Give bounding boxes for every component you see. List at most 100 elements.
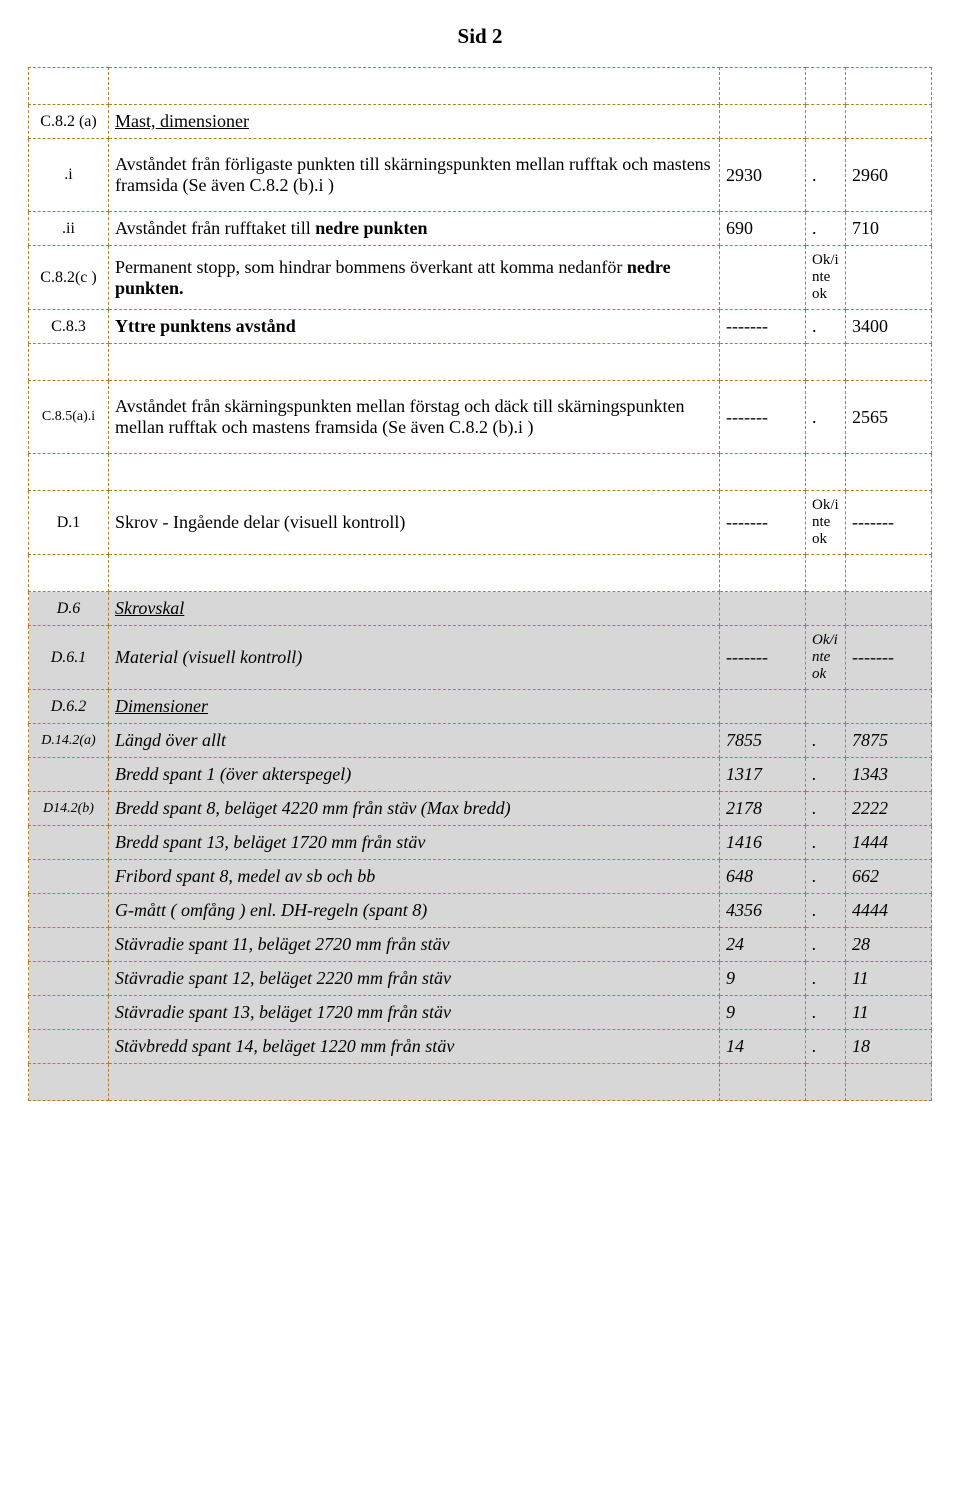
value-cell: 1444 <box>846 826 932 860</box>
desc-cell: Skrov - Ingående delar (visuell kontroll… <box>109 491 720 555</box>
table-row: Stävbredd spant 14, beläget 1220 mm från… <box>29 1030 932 1064</box>
ref-cell <box>29 826 109 860</box>
value-cell: . <box>806 381 846 454</box>
value-cell: 7875 <box>846 724 932 758</box>
spacer-row <box>29 1064 932 1101</box>
desc-text: Permanent stopp, som hindrar bommens öve… <box>115 257 627 277</box>
desc-cell: Yttre punktens avstånd <box>109 310 720 344</box>
table-row: D.1 Skrov - Ingående delar (visuell kont… <box>29 491 932 555</box>
table-row: C.8.5(a).i Avståndet från skärningspunkt… <box>29 381 932 454</box>
table-row: C.8.2(c ) Permanent stopp, som hindrar b… <box>29 246 932 310</box>
ref-cell: D.6.1 <box>29 626 109 690</box>
desc-cell: Stävradie spant 12, beläget 2220 mm från… <box>109 962 720 996</box>
value-cell: . <box>806 962 846 996</box>
table-row: Bredd spant 1 (över akterspegel) 1317 . … <box>29 758 932 792</box>
spacer-row <box>29 344 932 381</box>
section-title-cell: Dimensioner <box>109 690 720 724</box>
table-row: Bredd spant 13, beläget 1720 mm från stä… <box>29 826 932 860</box>
value-cell: 662 <box>846 860 932 894</box>
value-cell: 11 <box>846 962 932 996</box>
ref-cell <box>29 996 109 1030</box>
value-cell: . <box>806 792 846 826</box>
value-cell: 7855 <box>720 724 806 758</box>
table-row: D.6.2 Dimensioner <box>29 690 932 724</box>
value-cell: 710 <box>846 212 932 246</box>
value-cell: 28 <box>846 928 932 962</box>
value-cell: Ok/inte ok <box>806 626 846 690</box>
ref-cell <box>29 928 109 962</box>
section-title-cell: Mast, dimensioner <box>109 105 720 139</box>
ref-cell: .i <box>29 139 109 212</box>
table-row: G-mått ( omfång ) enl. DH-regeln (spant … <box>29 894 932 928</box>
value-cell: 2960 <box>846 139 932 212</box>
value-cell: 11 <box>846 996 932 1030</box>
value-cell: Ok/inte ok <box>806 491 846 555</box>
value-cell: ------- <box>720 626 806 690</box>
ref-cell: D.1 <box>29 491 109 555</box>
desc-cell: Avståndet från förligaste punkten till s… <box>109 139 720 212</box>
value-cell: . <box>806 826 846 860</box>
value-cell: . <box>806 860 846 894</box>
desc-cell: Avståndet från rufftaket till nedre punk… <box>109 212 720 246</box>
table-row: Stävradie spant 12, beläget 2220 mm från… <box>29 962 932 996</box>
table-row: C.8.3 Yttre punktens avstånd ------- . 3… <box>29 310 932 344</box>
value-cell: 2930 <box>720 139 806 212</box>
desc-cell: Permanent stopp, som hindrar bommens öve… <box>109 246 720 310</box>
value-cell: . <box>806 310 846 344</box>
desc-cell: Stävradie spant 13, beläget 1720 mm från… <box>109 996 720 1030</box>
value-cell: . <box>806 928 846 962</box>
value-cell: ------- <box>720 381 806 454</box>
value-cell: 9 <box>720 996 806 1030</box>
value-cell: 18 <box>846 1030 932 1064</box>
value-cell: . <box>806 724 846 758</box>
value-cell: 690 <box>720 212 806 246</box>
ref-cell <box>29 1030 109 1064</box>
ref-cell <box>29 962 109 996</box>
table-row: D.6 Skrovskal <box>29 592 932 626</box>
value-cell: 4444 <box>846 894 932 928</box>
ref-cell: D14.2(b) <box>29 792 109 826</box>
desc-text: Avståndet från rufftaket till <box>115 218 315 238</box>
desc-cell: G-mått ( omfång ) enl. DH-regeln (spant … <box>109 894 720 928</box>
ref-cell <box>29 758 109 792</box>
desc-cell: Bredd spant 1 (över akterspegel) <box>109 758 720 792</box>
value-cell: 1317 <box>720 758 806 792</box>
section-title-cell: Skrovskal <box>109 592 720 626</box>
value-cell: ------- <box>846 626 932 690</box>
desc-cell: Avståndet från skärningspunkten mellan f… <box>109 381 720 454</box>
value-cell: Ok/inte ok <box>806 246 846 310</box>
value-cell: . <box>806 139 846 212</box>
value-cell: 24 <box>720 928 806 962</box>
value-cell: ------- <box>720 491 806 555</box>
value-cell: 3400 <box>846 310 932 344</box>
table-row: D.6.1 Material (visuell kontroll) ------… <box>29 626 932 690</box>
value-cell: 4356 <box>720 894 806 928</box>
spacer-row <box>29 454 932 491</box>
table-row: Fribord spant 8, medel av sb och bb 648 … <box>29 860 932 894</box>
desc-text-bold: nedre punkten <box>315 218 427 238</box>
ref-cell: D.6 <box>29 592 109 626</box>
table-row: D.14.2(a) Längd över allt 7855 . 7875 <box>29 724 932 758</box>
value-cell: 2222 <box>846 792 932 826</box>
page-title: Sid 2 <box>28 24 932 49</box>
ref-cell: C.8.5(a).i <box>29 381 109 454</box>
value-cell: . <box>806 758 846 792</box>
value-cell <box>846 246 932 310</box>
desc-cell: Stävradie spant 11, beläget 2720 mm från… <box>109 928 720 962</box>
value-cell: . <box>806 996 846 1030</box>
desc-cell: Längd över allt <box>109 724 720 758</box>
value-cell: . <box>806 1030 846 1064</box>
ref-cell: D.6.2 <box>29 690 109 724</box>
spacer-row <box>29 555 932 592</box>
table-row: Stävradie spant 11, beläget 2720 mm från… <box>29 928 932 962</box>
ref-cell <box>29 860 109 894</box>
value-cell: 2178 <box>720 792 806 826</box>
value-cell: ------- <box>720 310 806 344</box>
value-cell: 648 <box>720 860 806 894</box>
table-row: .i Avståndet från förligaste punkten til… <box>29 139 932 212</box>
value-cell: 2565 <box>846 381 932 454</box>
spacer-row <box>29 68 932 105</box>
value-cell: 1416 <box>720 826 806 860</box>
ref-cell: .ii <box>29 212 109 246</box>
desc-cell: Bredd spant 13, beläget 1720 mm från stä… <box>109 826 720 860</box>
